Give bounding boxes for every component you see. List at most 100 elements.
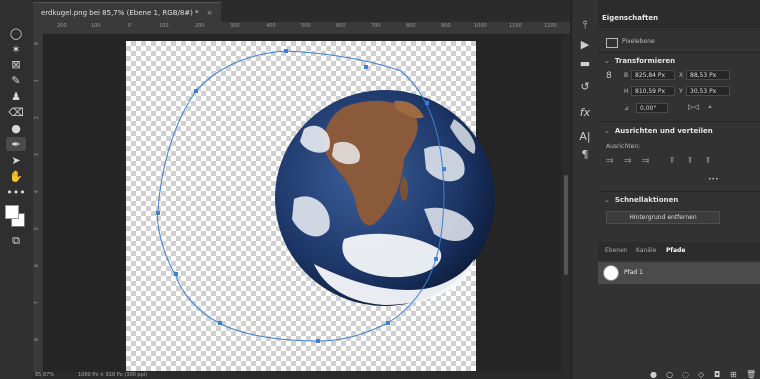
lasso-icon[interactable]: ◯ [9, 26, 23, 40]
ruler-tick: 100 [91, 23, 101, 29]
ruler-tick: 5 [34, 227, 40, 231]
paint-bucket-icon[interactable]: ● [11, 121, 21, 135]
canvas-workarea[interactable] [44, 35, 570, 372]
width-label: B [624, 72, 629, 79]
ruler-tick: 0 [128, 23, 132, 29]
height-field[interactable]: 810,59 Px [631, 86, 675, 96]
ruler-tick: 700 [371, 23, 381, 29]
ruler-tick: 300 [230, 23, 240, 29]
crop-icon[interactable]: ⊠ [11, 57, 21, 71]
align-center-v-icon[interactable]: ⫪ [688, 156, 693, 165]
more-icon[interactable]: ••• [6, 185, 26, 199]
status-bar: 85,67% 1000 Px × 918 Px (300 ppi) [33, 372, 570, 379]
ruler-tick: 1 [34, 79, 40, 83]
align-top-icon[interactable]: ⫪ [670, 156, 675, 165]
properties-panel: Eigenschaften Pixelebene ⌄ Transformieren… [598, 0, 760, 379]
document-tab-title: erdkugel.png bei 85,7% (Ebene 1, RGB/8#)… [41, 9, 199, 17]
layer-type-label: Pixelebene [622, 38, 655, 45]
ruler-tick: 3 [34, 153, 40, 157]
remove-background-button[interactable]: Hintergrund entfernen [606, 211, 720, 224]
foreground-color-swatch[interactable] [5, 205, 19, 219]
tab-layers[interactable]: Ebenen [605, 247, 628, 254]
ruler-top: 200 100 0 100 200 300 400 500 600 700 80… [33, 22, 570, 35]
path-list-item[interactable]: Pfad 1 [598, 262, 760, 284]
paragraph-icon[interactable]: ¶ [581, 148, 589, 161]
align-bottom-icon[interactable]: ⫪ [706, 156, 711, 165]
ruler-tick: 600 [336, 23, 346, 29]
add-mask-icon[interactable]: ◘ [714, 370, 721, 379]
ruler-tick: 900 [441, 23, 451, 29]
ruler-tick: 7 [34, 301, 40, 305]
width-field[interactable]: 825,84 Px [631, 70, 675, 80]
document-tab[interactable]: erdkugel.png bei 85,7% (Ebene 1, RGB/8#)… [33, 2, 221, 23]
history-icon[interactable]: ↺ [580, 80, 590, 93]
y-field[interactable]: 30,53 Px [686, 86, 730, 96]
tab-properties[interactable]: Eigenschaften [602, 14, 659, 22]
path-name[interactable]: Pfad 1 [624, 269, 643, 276]
make-work-path-icon[interactable]: ◇ [698, 370, 705, 379]
tab-paths[interactable]: Pfade [666, 247, 686, 254]
ruler-tick: 1200 [544, 23, 557, 29]
align-left-icon[interactable]: ⫥ [606, 156, 613, 165]
ruler-tick: 8 [34, 338, 40, 342]
transform-section-header[interactable]: ⌄ Transformieren [604, 57, 676, 65]
align-center-h-icon[interactable]: ⫥ [624, 156, 631, 165]
ruler-tick: 6 [34, 264, 40, 268]
comment-icon[interactable]: ▬ [579, 57, 591, 70]
fx-icon[interactable]: fx [579, 106, 591, 119]
x-field[interactable]: 88,53 Px [686, 70, 730, 80]
tools-toolbar: ◯ ✶ ⊠ ✎ ♟ ⌫ ● ✒ ➤ ✋ ••• ⧉ [0, 0, 34, 379]
close-tab-icon[interactable]: × [206, 9, 213, 17]
flip-vertical-icon[interactable]: ⩡ [708, 103, 712, 111]
pen-icon[interactable]: ✒ [6, 137, 26, 151]
y-label: Y [679, 88, 683, 95]
angle-field[interactable]: 0,00° [636, 103, 668, 113]
pixel-layer-icon [606, 38, 618, 48]
panel-icon-strip: ⫯ ▶ ▬ ↺ fx A| ¶ [571, 0, 599, 379]
ruler-tick: 200 [57, 23, 67, 29]
document-size: 1000 Px × 918 Px (300 ppi) [78, 372, 148, 378]
zoom-level[interactable]: 85,67% [35, 372, 55, 378]
new-path-icon[interactable]: ⊞ [730, 370, 737, 379]
height-label: H [624, 88, 629, 95]
play-icon[interactable]: ▶ [580, 38, 590, 51]
delete-icon[interactable]: 🗑 [746, 370, 757, 379]
ruler-tick: 100 [159, 23, 169, 29]
angle-icon: ⊿ [624, 105, 630, 112]
document-canvas[interactable] [126, 41, 495, 371]
ruler-tick: 1100 [509, 23, 522, 29]
path-thumbnail [603, 265, 619, 281]
ruler-tick: 1000 [474, 23, 487, 29]
ruler-tick: 2 [34, 116, 40, 120]
more-options-icon[interactable]: ••• [708, 176, 719, 183]
character-icon[interactable]: A| [579, 130, 591, 143]
hand-icon[interactable]: ✋ [9, 169, 23, 183]
earth-image [275, 90, 495, 306]
load-selection-icon[interactable]: ◌ [682, 370, 689, 379]
scrollbar-thumb[interactable] [564, 175, 568, 275]
ruler-tick: 800 [406, 23, 416, 29]
flip-horizontal-icon[interactable]: ▷◁ [688, 103, 699, 111]
link-icon[interactable]: 8 [606, 71, 612, 81]
document-tabbar: erdkugel.png bei 85,7% (Ebene 1, RGB/8#)… [33, 0, 570, 23]
align-right-icon[interactable]: ⫥ [642, 156, 649, 165]
info-panel-icon[interactable]: ⫯ [582, 18, 588, 31]
magic-wand-icon[interactable]: ✶ [11, 42, 21, 56]
path-select-icon[interactable]: ➤ [11, 153, 21, 167]
stroke-path-icon[interactable]: ○ [666, 370, 673, 379]
ruler-left: 0 1 2 3 4 5 6 7 8 [33, 34, 44, 372]
stamp-icon[interactable]: ♟ [11, 89, 21, 103]
ruler-tick: 4 [34, 190, 40, 194]
align-section-header[interactable]: ⌄ Ausrichten und verteilen [604, 127, 713, 135]
eraser-icon[interactable]: ⌫ [8, 105, 24, 119]
ruler-tick: 0 [34, 42, 40, 46]
ruler-tick: 200 [195, 23, 205, 29]
fill-path-icon[interactable]: ● [650, 370, 657, 379]
ruler-tick: 500 [301, 23, 311, 29]
quick-actions-section-header[interactable]: ⌄ Schnellaktionen [604, 196, 679, 204]
work-path-overlay[interactable] [126, 41, 476, 371]
screen-mode-icon[interactable]: ⧉ [12, 234, 20, 247]
vertical-scrollbar[interactable] [562, 35, 570, 372]
tab-channels[interactable]: Kanäle [636, 247, 657, 254]
eyedropper-icon[interactable]: ✎ [11, 73, 21, 87]
